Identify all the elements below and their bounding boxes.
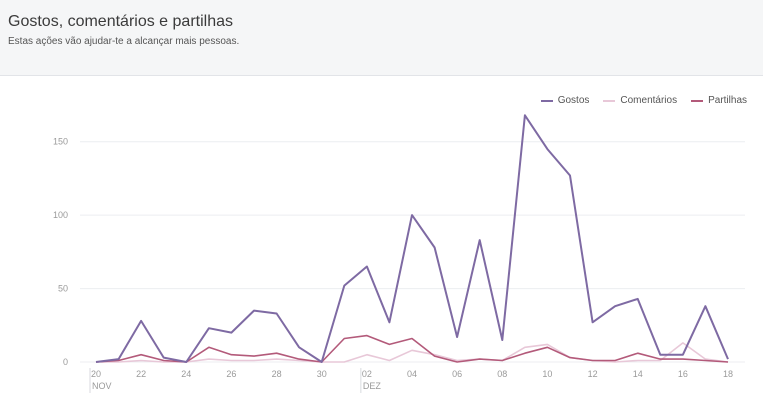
x-tick-label: 08 — [497, 369, 507, 379]
month-label: NOV — [92, 381, 112, 391]
x-tick-label: 30 — [317, 369, 327, 379]
legend-item-gostos[interactable]: Gostos — [540, 95, 590, 106]
legend-swatch-comentarios — [603, 99, 616, 102]
y-tick-label: 100 — [53, 210, 68, 220]
y-tick-label: 50 — [58, 284, 68, 294]
x-tick-label: 24 — [181, 369, 191, 379]
x-tick-label: 02 — [362, 369, 372, 379]
x-tick-label: 16 — [678, 369, 688, 379]
card-title: Gostos, comentários e partilhas — [8, 13, 233, 30]
y-tick-label: 0 — [63, 357, 68, 367]
x-tick-label: 18 — [723, 369, 733, 379]
x-tick-label: 20 — [91, 369, 101, 379]
legend-item-comentarios[interactable]: Comentários — [603, 95, 677, 106]
series-line-gostos — [95, 114, 729, 363]
card-subtitle: Estas ações vão ajudar-te a alcançar mai… — [8, 36, 240, 47]
legend-swatch-gostos — [540, 99, 553, 102]
legend-item-partilhas[interactable]: Partilhas — [691, 95, 747, 106]
legend-swatch-partilhas — [691, 99, 704, 102]
legend-label-partilhas: Partilhas — [708, 95, 747, 106]
x-tick-label: 04 — [407, 369, 417, 379]
x-tick-label: 22 — [136, 369, 146, 379]
x-tick-label: 26 — [226, 369, 236, 379]
x-tick-label: 14 — [633, 369, 643, 379]
series-line-comentrios — [96, 342, 729, 363]
x-tick-label: 10 — [542, 369, 552, 379]
card-header: Gostos, comentários e partilhas Estas aç… — [0, 0, 763, 76]
x-tick-label: 06 — [452, 369, 462, 379]
series-line-partilhas — [95, 334, 729, 363]
legend-label-gostos: Gostos — [557, 95, 590, 106]
legend-label-comentarios: Comentários — [620, 95, 678, 106]
x-tick-label: 12 — [588, 369, 598, 379]
month-label: DEZ — [363, 381, 382, 391]
y-tick-label: 150 — [53, 137, 68, 147]
chart-legend: Gostos Comentários Partilhas — [540, 95, 747, 106]
x-tick-label: 28 — [272, 369, 282, 379]
